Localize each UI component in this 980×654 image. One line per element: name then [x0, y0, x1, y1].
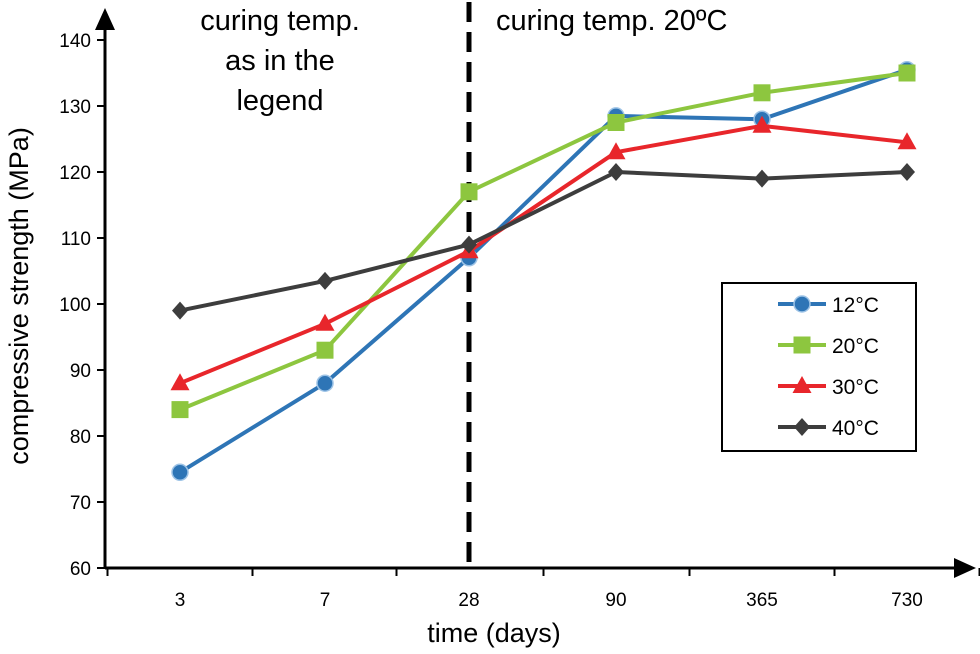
series-line	[179, 170, 908, 313]
data-point	[316, 341, 334, 359]
data-point	[316, 374, 334, 392]
legend: 12°C 20°C 30°C 40°C	[721, 282, 917, 452]
series-2	[171, 64, 916, 419]
y-tick-label: 80	[70, 427, 91, 448]
annotation-right: curing temp. 20ºC	[496, 5, 727, 37]
series-line	[178, 67, 908, 475]
y-tick-label: 100	[59, 295, 91, 316]
x-tick-label: 365	[746, 590, 778, 611]
legend-label: 12°C	[832, 294, 879, 317]
legend-swatch-marker	[792, 376, 812, 393]
y-ticks: 60 70 80 90 100 110 120 130 140	[59, 31, 105, 580]
data-point	[754, 169, 770, 188]
y-tick-label: 110	[61, 229, 91, 250]
data-point	[172, 301, 188, 320]
legend-label: 40°C	[832, 417, 879, 440]
data-point	[606, 142, 626, 160]
legend-item: 20°C	[778, 335, 879, 358]
y-axis-arrow	[95, 8, 115, 30]
series-line	[179, 71, 908, 412]
x-tick-label: 28	[458, 590, 479, 611]
x-tick-label: 3	[175, 590, 186, 611]
series-4	[172, 163, 915, 320]
data-point	[460, 183, 478, 201]
x-axis-arrow	[954, 558, 976, 578]
series-layer	[170, 60, 917, 482]
data-point	[753, 84, 771, 102]
data-point	[897, 132, 917, 150]
data-point	[752, 115, 772, 133]
y-tick-label: 140	[59, 31, 91, 52]
data-point	[170, 373, 190, 391]
x-axis-title: time (days)	[427, 618, 561, 648]
legend-label: 20°C	[832, 335, 879, 358]
legend-swatch-marker	[794, 418, 810, 436]
legend-label: 30°C	[832, 376, 879, 399]
annotation-left-line-3: legend	[236, 85, 323, 117]
x-tick-label: 7	[320, 590, 331, 611]
y-tick-label: 70	[70, 493, 91, 514]
legend-item: 12°C	[778, 294, 879, 317]
data-point	[315, 313, 335, 331]
data-point	[317, 271, 333, 290]
y-tick-label: 60	[70, 559, 91, 580]
data-point	[608, 163, 624, 181]
y-axis-title: compressive strength (MPa)	[4, 127, 34, 465]
data-point	[607, 114, 625, 131]
data-point	[171, 463, 189, 482]
data-point	[461, 235, 477, 254]
annotation-left-line-1: curing temp.	[200, 5, 360, 37]
annotation-left-line-2: as in the	[225, 45, 335, 77]
legend-swatch-marker	[793, 295, 811, 313]
data-point	[171, 401, 189, 419]
y-tick-label: 90	[70, 361, 91, 382]
axes	[95, 8, 976, 578]
x-ticks: 3 7 28 90 365 730	[106, 568, 980, 611]
legend-swatch-marker	[793, 336, 811, 354]
data-point	[899, 163, 915, 181]
y-tick-label: 120	[59, 163, 91, 184]
legend-item: 40°C	[778, 417, 879, 440]
y-tick-label: 130	[59, 97, 91, 118]
data-point	[898, 64, 916, 82]
series-line	[179, 123, 908, 386]
annotation-left: curing temp. as in the legend	[200, 5, 360, 117]
legend-box	[721, 282, 917, 452]
legend-item: 30°C	[778, 376, 879, 399]
x-tick-label: 730	[891, 590, 923, 611]
x-tick-label: 90	[605, 590, 626, 611]
